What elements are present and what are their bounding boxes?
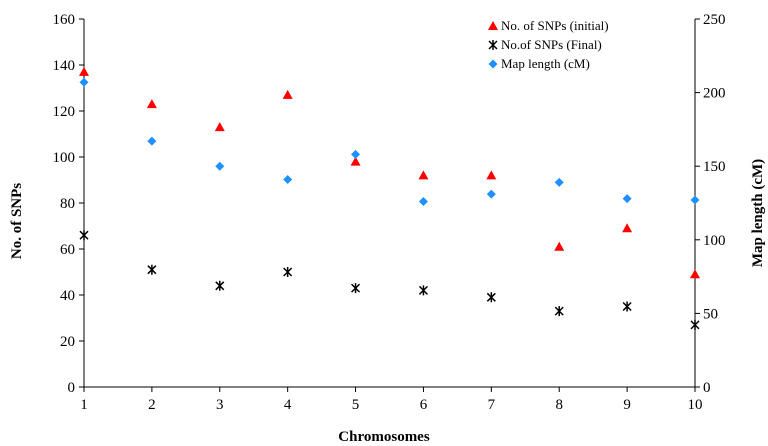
data-point bbox=[690, 319, 700, 330]
data-point bbox=[147, 136, 157, 146]
data-point bbox=[351, 149, 361, 159]
y-tick-label: 140 bbox=[53, 58, 76, 74]
legend-marker bbox=[488, 40, 498, 50]
y-axis-title: No. of SNPs bbox=[9, 183, 25, 259]
data-point bbox=[79, 77, 89, 87]
y2-tick-label: 50 bbox=[703, 306, 718, 322]
y-tick-label: 120 bbox=[53, 104, 76, 120]
y-tick-label: 80 bbox=[60, 196, 75, 212]
data-point bbox=[418, 285, 428, 296]
x-tick-label: 10 bbox=[688, 397, 703, 413]
y-tick-label: 20 bbox=[60, 334, 75, 350]
x-tick-label: 6 bbox=[420, 397, 428, 413]
series-diamond bbox=[79, 77, 700, 207]
data-point bbox=[147, 264, 157, 275]
y-tick-label: 160 bbox=[53, 12, 76, 28]
data-point bbox=[690, 269, 700, 279]
x-tick-label: 1 bbox=[80, 397, 88, 413]
axes: 0 20 40 60 80 100 120 140 160 0 50 100 150 200 250 1 2 3 4… bbox=[53, 12, 726, 413]
data-point bbox=[486, 189, 496, 199]
data-point bbox=[418, 170, 429, 180]
data-point bbox=[622, 301, 632, 312]
data-point bbox=[622, 223, 633, 233]
x-tick-label: 3 bbox=[216, 397, 224, 413]
data-point bbox=[418, 197, 428, 207]
y2-tick-label: 0 bbox=[703, 380, 711, 396]
x-tick-label: 4 bbox=[284, 397, 292, 413]
series-triangle bbox=[79, 66, 700, 279]
x-tick-label: 2 bbox=[148, 397, 156, 413]
data-point bbox=[554, 306, 564, 317]
series-asterisk bbox=[79, 230, 700, 330]
data-point bbox=[690, 195, 700, 205]
data-point bbox=[215, 280, 225, 291]
legend-label: No. of SNPs (initial) bbox=[501, 18, 609, 33]
y2-tick-label: 150 bbox=[703, 159, 726, 175]
legend-item: Map length (cM) bbox=[488, 56, 590, 71]
y2-tick-label: 100 bbox=[703, 233, 726, 249]
legend-item: No. of SNPs (initial) bbox=[488, 18, 609, 33]
y-tick-label: 100 bbox=[53, 150, 76, 166]
data-point bbox=[79, 66, 89, 76]
data-point bbox=[283, 174, 293, 184]
x-tick-label: 8 bbox=[555, 397, 563, 413]
data-point bbox=[554, 241, 565, 251]
legend-label: No.of SNPs (Final) bbox=[501, 37, 602, 52]
legend-marker bbox=[488, 21, 498, 30]
data-point bbox=[214, 122, 225, 132]
y2-axis-title: Map length (cM) bbox=[750, 159, 766, 267]
data-point bbox=[283, 267, 293, 277]
data-point bbox=[622, 194, 632, 204]
data-point bbox=[351, 283, 361, 294]
x-tick-label: 5 bbox=[352, 397, 360, 413]
data-point bbox=[350, 156, 361, 166]
data-point bbox=[486, 170, 497, 180]
x-tick-label: 7 bbox=[488, 397, 496, 413]
data-point bbox=[282, 89, 293, 99]
data-point bbox=[215, 161, 225, 171]
y-tick-label: 40 bbox=[60, 288, 75, 304]
data-point bbox=[486, 292, 496, 303]
data-point bbox=[79, 230, 89, 241]
data-point bbox=[146, 99, 157, 109]
y2-tick-label: 250 bbox=[703, 12, 726, 28]
legend: No. of SNPs (initial) No.of SNPs (Final) M… bbox=[488, 18, 609, 71]
legend-marker bbox=[488, 59, 498, 69]
y-tick-label: 0 bbox=[68, 380, 76, 396]
plot-area bbox=[79, 66, 700, 330]
x-axis-title: Chromosomes bbox=[338, 429, 430, 445]
data-point bbox=[554, 177, 564, 187]
x-tick-label: 9 bbox=[623, 397, 631, 413]
y-tick-label: 60 bbox=[60, 242, 75, 258]
legend-label: Map length (cM) bbox=[501, 56, 590, 71]
y2-tick-label: 200 bbox=[703, 86, 726, 102]
legend-item: No.of SNPs (Final) bbox=[488, 37, 602, 52]
